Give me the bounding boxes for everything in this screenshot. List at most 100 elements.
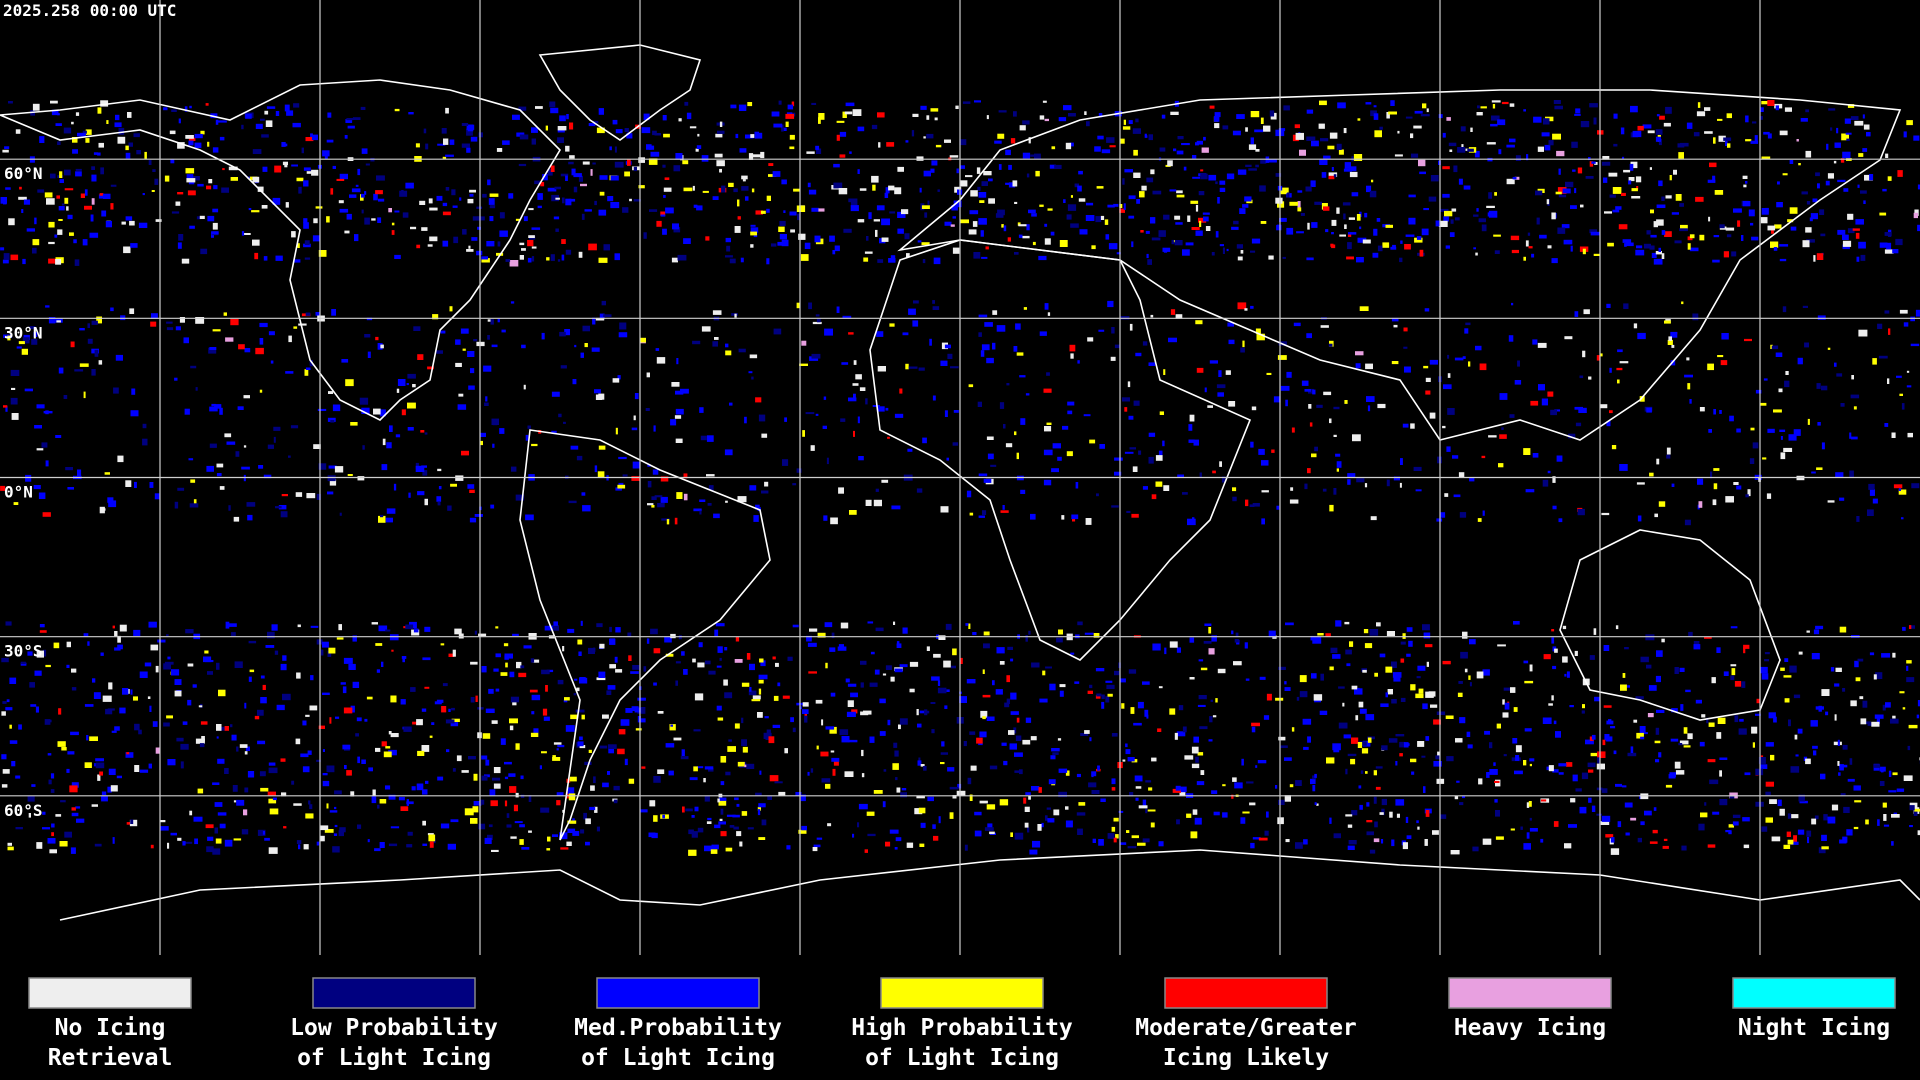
icing-pixel [751,154,761,158]
icing-pixel [312,235,320,242]
icing-pixel [334,806,337,810]
icing-pixel [1043,388,1052,393]
icing-pixel [766,729,771,736]
icing-pixel [1106,137,1115,143]
icing-pixel [1911,483,1920,489]
icing-pixel [547,836,551,842]
icing-pixel [981,256,988,259]
icing-pixel [725,255,733,258]
icing-pixel [1449,149,1453,152]
icing-pixel [170,832,177,836]
icing-pixel [361,148,368,154]
icing-pixel [873,499,882,507]
icing-pixel [114,726,120,731]
icing-pixel [329,717,332,724]
icing-pixel [451,707,455,711]
icing-pixel [1191,746,1199,754]
icing-pixel [860,682,864,688]
icing-pixel [478,132,483,138]
icing-pixel [424,626,431,632]
icing-pixel [758,674,768,680]
icing-pixel [1506,178,1515,185]
icing-pixel [1593,117,1597,125]
icing-pixel [215,119,219,125]
icing-pixel [155,665,159,673]
icing-pixel [185,629,194,634]
icing-pixel [1888,770,1892,777]
icing-pixel [212,208,219,213]
icing-pixel [1896,375,1902,378]
icing-pixel [87,323,90,328]
icing-pixel [1591,161,1596,164]
icing-pixel [1190,831,1198,839]
icing-pixel [1085,215,1095,221]
icing-pixel [601,300,606,306]
icing-pixel [1712,259,1720,263]
icing-pixel [779,220,786,226]
icing-pixel [875,488,879,492]
icing-pixel [1399,753,1403,757]
icing-pixel [1640,656,1649,663]
icing-pixel [930,168,935,173]
icing-pixel [725,847,733,852]
icing-pixel [1620,684,1627,691]
icing-pixel [455,475,464,481]
icing-pixel [1555,731,1561,738]
icing-pixel [1359,306,1369,311]
icing-pixel [1839,764,1844,771]
icing-pixel [29,326,36,330]
icing-pixel [1795,754,1799,757]
icing-pixel [506,813,510,818]
icing-pixel [1650,209,1654,214]
icing-pixel [1805,758,1811,765]
icing-pixel [1381,808,1385,816]
icing-pixel [1596,355,1600,361]
icing-pixel [1091,790,1100,794]
icing-pixel [1779,429,1786,432]
icing-pixel [1435,220,1440,227]
icing-pixel [1882,188,1887,192]
icing-pixel [537,193,543,200]
icing-pixel [1240,817,1246,824]
icing-pixel [422,820,426,826]
icing-pixel [268,762,276,766]
icing-pixel [1856,256,1860,262]
icing-pixel [1476,671,1484,679]
icing-pixel [1171,239,1175,245]
icing-pixel [499,230,508,237]
icing-pixel [632,665,640,670]
icing-pixel [509,718,518,724]
icing-pixel [447,505,452,511]
icing-pixel [1653,258,1663,265]
icing-pixel [1497,644,1506,647]
icing-pixel [1111,733,1118,737]
icing-pixel [304,240,310,245]
icing-pixel [142,423,147,429]
icing-pixel [94,349,99,357]
icing-pixel [1743,644,1750,649]
icing-pixel [878,142,881,148]
icing-pixel [491,720,498,724]
icing-pixel [950,224,955,227]
icing-pixel [492,777,501,781]
icing-pixel [1790,226,1797,231]
icing-pixel [1054,164,1062,169]
icing-pixel [1275,697,1284,701]
icing-pixel [257,829,266,836]
icing-pixel [1118,810,1124,813]
icing-pixel [54,234,58,238]
icing-pixel [1239,208,1246,214]
icing-pixel [182,721,188,725]
icing-pixel [440,643,445,646]
icing-pixel [1847,104,1855,108]
icing-pixel [1674,667,1679,674]
icing-pixel [281,792,287,797]
icing-pixel [352,635,357,642]
icing-pixel [228,623,237,627]
icing-pixel [1300,213,1305,216]
icing-pixel [712,196,719,200]
icing-pixel [293,103,300,108]
icing-pixel [1089,684,1093,689]
icing-pixel [1562,656,1568,663]
icing-pixel [1451,208,1457,212]
